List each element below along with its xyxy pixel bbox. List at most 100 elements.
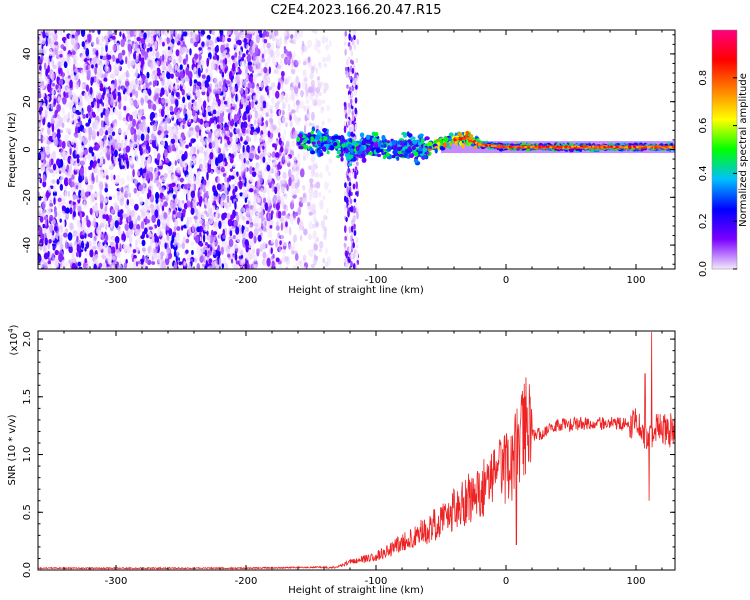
- spectrogram-noise-cell: [164, 242, 167, 250]
- spectrogram-noise-cell: [38, 58, 43, 66]
- spectrogram-noise-cell: [67, 232, 73, 241]
- spectrogram-noise-cell: [115, 242, 119, 250]
- spectrogram-noise-cell: [230, 175, 235, 180]
- spectrogram-noise-cell: [143, 43, 147, 50]
- spectrogram-noise-cell: [290, 109, 296, 114]
- spectrogram-noise-cell: [197, 190, 200, 200]
- spectrogram-noise-cell: [270, 43, 275, 50]
- spectrogram-noise-cell: [267, 75, 270, 84]
- spectrogram-noise-cell: [185, 144, 189, 149]
- spectrogram-noise-cell: [128, 235, 133, 244]
- spectrogram-noise-cell: [74, 98, 79, 106]
- spectrogram-noise-cell: [99, 82, 104, 89]
- spectrogram-noise-cell: [293, 156, 297, 162]
- spectrogram-noise-cell: [126, 175, 131, 182]
- spectrogram-noise-cell: [188, 142, 192, 147]
- spectrogram-noise-cell: [266, 164, 271, 172]
- spectrogram-noise-cell: [230, 214, 235, 221]
- spectrogram-noise-cell: [142, 168, 146, 174]
- spectrogram-noise-cell: [187, 164, 193, 174]
- spectrogram-noise-cell: [182, 58, 187, 65]
- spectrogram-noise-cell: [51, 57, 54, 67]
- spectrogram-noise-cell: [58, 120, 63, 128]
- spectrogram-noise-cell: [49, 168, 54, 174]
- spectrogram-noise-cell: [120, 178, 125, 186]
- spectrogram-noise-cell: [84, 191, 90, 198]
- spectrogram-noise-cell: [54, 32, 57, 41]
- spectrogram-noise-cell: [133, 178, 138, 185]
- spectrogram-noise-cell: [71, 262, 77, 269]
- spectrogram-noise-cell: [280, 222, 284, 231]
- spectrogram-noise-cell: [38, 30, 42, 34]
- spectrogram-noise-cell: [57, 128, 61, 135]
- spectrogram-noise-cell: [321, 56, 326, 64]
- spectrogram-streak-cell: [354, 123, 358, 131]
- spectrogram-noise-cell: [99, 62, 104, 68]
- spectrogram-noise-cell: [155, 197, 159, 204]
- spectrogram-noise-cell: [180, 202, 184, 209]
- spectrogram-noise-cell: [123, 243, 128, 250]
- spectrogram-noise-cell: [120, 30, 125, 34]
- spectrogram-noise-cell: [299, 100, 305, 109]
- spectrogram-noise-cell: [211, 30, 215, 36]
- spectrogram-noise-cell: [251, 171, 257, 178]
- spectrogram-noise-cell: [69, 247, 73, 254]
- spectrogram-noise-cell: [190, 207, 195, 215]
- spectrogram-noise-cell: [224, 57, 228, 65]
- spectrogram-noise-cell: [220, 246, 224, 255]
- spectrogram-noise-cell: [58, 85, 61, 93]
- spectrogram-noise-cell: [211, 260, 214, 269]
- spectrogram-noise-cell: [230, 246, 236, 254]
- spectrogram-noise-cell: [183, 31, 188, 37]
- spectrogram-noise-cell: [234, 103, 238, 112]
- spectrogram-noise-cell: [133, 99, 138, 108]
- spectrogram-noise-cell: [260, 158, 263, 165]
- spectrogram-noise-cell: [168, 170, 173, 174]
- spectrogram-noise-cell: [107, 67, 111, 74]
- spectrogram-noise-cell: [327, 118, 332, 123]
- spectrogram-noise-cell: [148, 50, 152, 60]
- spectrogram-noise-cell: [319, 203, 324, 211]
- spectrogram-noise-cell: [206, 171, 209, 181]
- spectrogram-noise-cell: [75, 62, 79, 68]
- spectrogram-noise-cell: [246, 159, 251, 169]
- spectrogram-noise-cell: [138, 144, 142, 152]
- spectrogram-noise-cell: [69, 34, 73, 39]
- spectrogram-noise-cell: [268, 30, 272, 37]
- spectrogram-streak-cell: [350, 260, 353, 267]
- spectrogram-noise-cell: [212, 248, 216, 255]
- spectrogram-noise-cell: [168, 82, 174, 91]
- spectrogram-noise-cell: [113, 93, 117, 101]
- spectrogram-noise-cell: [191, 223, 195, 233]
- spectrogram-noise-cell: [242, 114, 246, 121]
- spectrogram-noise-cell: [148, 189, 152, 198]
- spectrogram-noise-cell: [321, 35, 326, 44]
- spectrogram-noise-cell: [273, 156, 277, 161]
- spectrogram-noise-cell: [200, 30, 206, 36]
- spectrogram-noise-cell: [229, 85, 233, 91]
- spectrogram-noise-cell: [112, 194, 117, 200]
- spectrogram-noise-cell: [280, 257, 285, 262]
- spectrogram-noise-cell: [270, 239, 274, 245]
- spectrogram-noise-cell: [53, 98, 57, 106]
- spectrogram-noise-cell: [213, 76, 218, 86]
- spectrogram-noise-cell: [213, 120, 216, 129]
- spectrogram-noise-cell: [309, 178, 314, 184]
- spectrogram-noise-cell: [79, 83, 85, 88]
- spectrogram-streak-cell: [347, 120, 351, 126]
- spectrogram-noise-cell: [195, 107, 199, 112]
- spectrogram-noise-cell: [113, 202, 119, 211]
- spectrogram-noise-cell: [158, 36, 162, 41]
- spectrogram-noise-cell: [285, 221, 288, 228]
- spectrogram-noise-cell: [88, 241, 93, 251]
- spectrogram-noise-cell: [284, 256, 289, 262]
- spectrogram-streak-cell: [346, 186, 349, 194]
- spectrogram-noise-cell: [258, 55, 262, 64]
- spectrogram-noise-cell: [299, 168, 305, 178]
- spectrogram-noise-cell: [38, 47, 43, 56]
- spectrogram-noise-cell: [158, 97, 162, 105]
- spectrogram-noise-cell: [261, 172, 265, 179]
- spectrogram-noise-cell: [294, 188, 297, 196]
- spectrogram-noise-cell: [98, 262, 103, 268]
- spectrogram-noise-cell: [243, 62, 246, 71]
